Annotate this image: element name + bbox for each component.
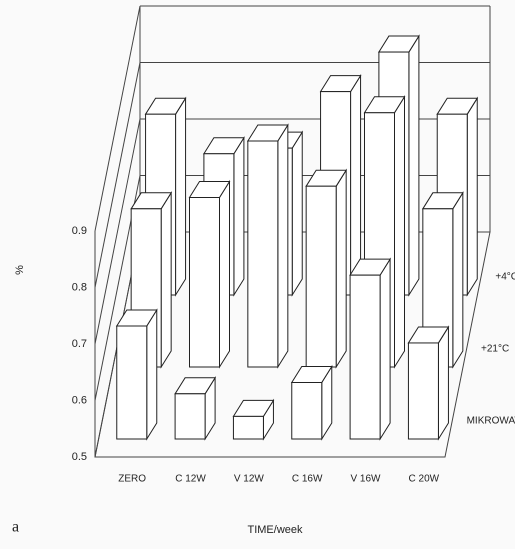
y-tick-label: 0.8: [72, 281, 87, 293]
legend-label: +4°C: [495, 272, 515, 283]
bar-side: [160, 191, 172, 369]
y-tick-label: 0.5: [72, 451, 87, 463]
bar-side: [146, 308, 158, 441]
y-tick-label: 0.9: [72, 225, 87, 237]
bar-side: [408, 34, 420, 297]
bar-side: [233, 136, 245, 297]
bar-side: [466, 96, 478, 297]
bar-side: [379, 257, 391, 441]
bar-side: [394, 95, 405, 369]
bar: [247, 140, 279, 368]
y-tick-label: 0.7: [72, 338, 87, 350]
x-tick-label: ZERO: [118, 474, 146, 485]
x-tick-label: C 12W: [175, 474, 206, 485]
bar-side: [175, 96, 187, 297]
bar-side: [219, 179, 230, 369]
bar: [189, 197, 220, 368]
bar-side: [437, 325, 449, 441]
bar-side: [335, 168, 347, 369]
bar-side: [277, 123, 289, 369]
bar: [407, 342, 439, 440]
bar-side: [452, 191, 464, 369]
legend-label: MIKROWAVE: [467, 416, 515, 427]
x-tick-label: C 20W: [409, 474, 440, 485]
legend-label: +21°C: [481, 344, 509, 355]
bar: [174, 393, 206, 440]
grid-line: [94, 118, 141, 345]
x-tick-label: C 16W: [292, 474, 323, 485]
x-tick-label: V 12W: [234, 474, 265, 485]
grid-line: [94, 5, 141, 232]
x-tick-label: V 16W: [350, 474, 381, 485]
y-tick-label: 0.6: [72, 394, 87, 406]
annotation: a: [12, 519, 19, 536]
bar-side: [291, 130, 303, 297]
bar: [232, 415, 264, 440]
y-axis-label: %: [14, 265, 26, 275]
grid-line: [94, 62, 141, 288]
bar: [305, 185, 337, 368]
bar: [116, 325, 148, 440]
bar: [291, 382, 323, 440]
bar: [349, 274, 381, 440]
x-axis-label: TIME/week: [247, 524, 303, 536]
